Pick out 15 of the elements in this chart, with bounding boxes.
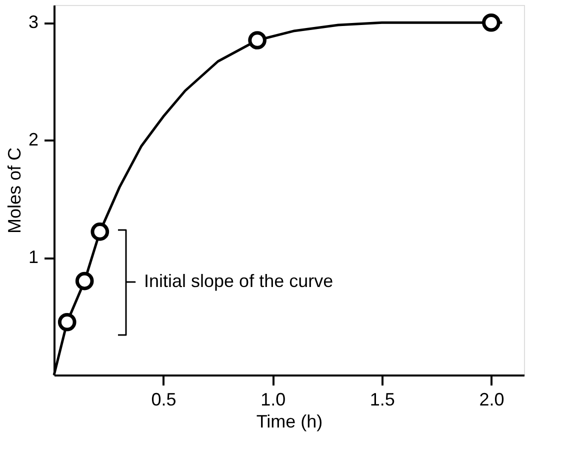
point [248,31,266,50]
y-axis-title: Moles of C [4,147,24,234]
point [58,312,76,332]
point [75,272,94,290]
x-tick-label: 0.5 [151,390,176,410]
x-axis-title: Time (h) [256,412,323,432]
y-tick-label: 3 [28,12,38,32]
y-tick-label: 1 [28,247,38,268]
x-tick-label: 2.0 [479,390,504,410]
annotation: Initial slope of the curve [144,271,334,291]
x-tick-label: 1.5 [370,390,395,410]
x-tick-label: 1.0 [260,390,286,410]
point [482,13,500,32]
y-tick-label: 2 [28,130,38,150]
point [90,222,110,241]
